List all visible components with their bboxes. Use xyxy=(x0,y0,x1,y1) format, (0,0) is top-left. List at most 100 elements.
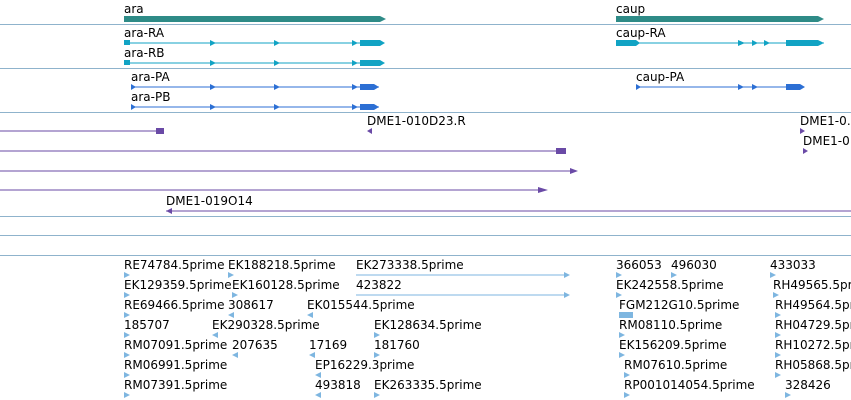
est-label[interactable]: RM07391.5prime xyxy=(124,378,227,392)
est-label[interactable]: 366053 xyxy=(616,258,662,272)
est-feature[interactable] xyxy=(315,392,321,398)
est-feature[interactable] xyxy=(619,332,625,338)
est-feature[interactable] xyxy=(212,332,218,338)
est-feature[interactable] xyxy=(619,312,633,318)
clone-feature-3[interactable] xyxy=(800,128,805,134)
clone-feature-6[interactable] xyxy=(0,168,578,174)
clone-label-4[interactable]: DME1-019O14 xyxy=(166,194,253,208)
est-label[interactable]: EK160128.5prime xyxy=(232,278,340,292)
est-feature[interactable] xyxy=(770,272,776,278)
gene-caup[interactable] xyxy=(616,16,824,22)
est-label[interactable]: EK242558.5prime xyxy=(616,278,724,292)
gene-ara[interactable] xyxy=(124,16,386,22)
protein-ara-pa[interactable] xyxy=(131,84,379,90)
est-label[interactable]: RE69466.5prime xyxy=(124,298,225,312)
transcript-ara-rb[interactable] xyxy=(124,60,385,66)
protein-label-ara-pa[interactable]: ara-PA xyxy=(131,70,170,84)
est-feature[interactable] xyxy=(619,352,625,358)
est-feature[interactable] xyxy=(124,272,130,278)
protein-caup-pa[interactable] xyxy=(636,84,805,90)
clone-label-2[interactable]: DME1-0… xyxy=(800,114,851,128)
est-label[interactable]: RP001014054.5prime xyxy=(624,378,755,392)
est-label[interactable]: EK128634.5prime xyxy=(374,318,482,332)
protein-label-caup-pa[interactable]: caup-PA xyxy=(636,70,685,84)
est-label[interactable]: EK273338.5prime xyxy=(356,258,464,272)
est-label[interactable]: EK156209.5prime xyxy=(619,338,727,352)
est-label[interactable]: RH04729.5prime xyxy=(775,318,851,332)
est-feature[interactable] xyxy=(785,392,791,398)
est-feature[interactable] xyxy=(616,272,622,278)
clone-feature-2[interactable] xyxy=(367,128,372,134)
clone-label-1[interactable]: DME1-010D23.R xyxy=(367,114,466,128)
est-feature[interactable] xyxy=(232,292,238,298)
est-label[interactable]: EP16229.3prime xyxy=(315,358,414,372)
est-feature[interactable] xyxy=(124,372,130,378)
transcript-label-ara-ra[interactable]: ara-RA xyxy=(124,26,165,40)
clone-feature-8[interactable] xyxy=(166,208,851,214)
est-feature[interactable] xyxy=(356,292,570,298)
est-feature[interactable] xyxy=(124,312,130,318)
gene-label-ara[interactable]: ara xyxy=(124,2,144,16)
est-label[interactable]: 433033 xyxy=(770,258,816,272)
transcript-ara-ra[interactable] xyxy=(124,40,385,46)
est-label[interactable]: 207635 xyxy=(232,338,278,352)
est-feature[interactable] xyxy=(624,392,630,398)
est-label[interactable]: RE74784.5prime xyxy=(124,258,225,272)
est-label[interactable]: EK290328.5prime xyxy=(212,318,320,332)
est-feature[interactable] xyxy=(775,372,781,378)
clone-feature-4[interactable] xyxy=(803,148,808,154)
est-feature[interactable] xyxy=(309,352,315,358)
est-label[interactable]: RM07091.5prime xyxy=(124,338,227,352)
est-label[interactable]: RH49565.5prime xyxy=(773,278,851,292)
est-feature[interactable] xyxy=(124,392,130,398)
est-label[interactable]: EK015544.5prime xyxy=(307,298,415,312)
est-label[interactable]: RM07610.5prime xyxy=(624,358,727,372)
est-label[interactable]: RM06991.5prime xyxy=(124,358,227,372)
est-label[interactable]: EK129359.5prime xyxy=(124,278,232,292)
est-label[interactable]: RH05868.5prime xyxy=(775,358,851,372)
est-feature[interactable] xyxy=(374,352,380,358)
est-feature[interactable] xyxy=(775,352,781,358)
est-feature[interactable] xyxy=(228,272,234,278)
est-feature[interactable] xyxy=(315,372,321,378)
est-label[interactable]: EK263335.5prime xyxy=(374,378,482,392)
est-feature[interactable] xyxy=(124,292,130,298)
est-label[interactable]: 181760 xyxy=(374,338,420,352)
est-feature[interactable] xyxy=(374,332,380,338)
est-feature[interactable] xyxy=(671,272,677,278)
est-feature[interactable] xyxy=(124,332,130,338)
transcript-label-ara-rb[interactable]: ara-RB xyxy=(124,46,165,60)
clone-feature-1[interactable] xyxy=(0,128,164,134)
est-label[interactable]: FGM212G10.5prime xyxy=(619,298,739,312)
est-feature[interactable] xyxy=(374,392,380,398)
clone-feature-7[interactable] xyxy=(0,187,548,193)
protein-ara-pb[interactable] xyxy=(131,104,379,110)
est-label[interactable]: RM08110.5prime xyxy=(619,318,722,332)
est-feature[interactable] xyxy=(232,352,238,358)
est-label[interactable]: 185707 xyxy=(124,318,170,332)
est-feature[interactable] xyxy=(307,312,313,318)
est-label[interactable]: 423822 xyxy=(356,278,402,292)
est-feature[interactable] xyxy=(773,292,779,298)
est-feature[interactable] xyxy=(356,272,570,278)
est-label[interactable]: RH49564.5prime xyxy=(775,298,851,312)
clone-feature-5[interactable] xyxy=(0,148,566,154)
est-label[interactable]: EK188218.5prime xyxy=(228,258,336,272)
protein-label-ara-pb[interactable]: ara-PB xyxy=(131,90,170,104)
est-label[interactable]: RH10272.5prime xyxy=(775,338,851,352)
est-feature[interactable] xyxy=(775,332,781,338)
est-label[interactable]: 308617 xyxy=(228,298,274,312)
transcript-caup-ra[interactable] xyxy=(616,40,824,46)
est-label[interactable]: 496030 xyxy=(671,258,717,272)
est-feature[interactable] xyxy=(228,312,234,318)
est-feature[interactable] xyxy=(624,372,630,378)
gene-label-caup[interactable]: caup xyxy=(616,2,645,16)
est-feature[interactable] xyxy=(775,312,781,318)
est-label[interactable]: 493818 xyxy=(315,378,361,392)
est-feature[interactable] xyxy=(616,292,622,298)
est-feature[interactable] xyxy=(124,352,130,358)
transcript-label-caup-ra[interactable]: caup-RA xyxy=(616,26,666,40)
est-label[interactable]: 17169 xyxy=(309,338,347,352)
est-label[interactable]: 328426 xyxy=(785,378,831,392)
clone-label-3[interactable]: DME1-0… xyxy=(803,134,851,148)
